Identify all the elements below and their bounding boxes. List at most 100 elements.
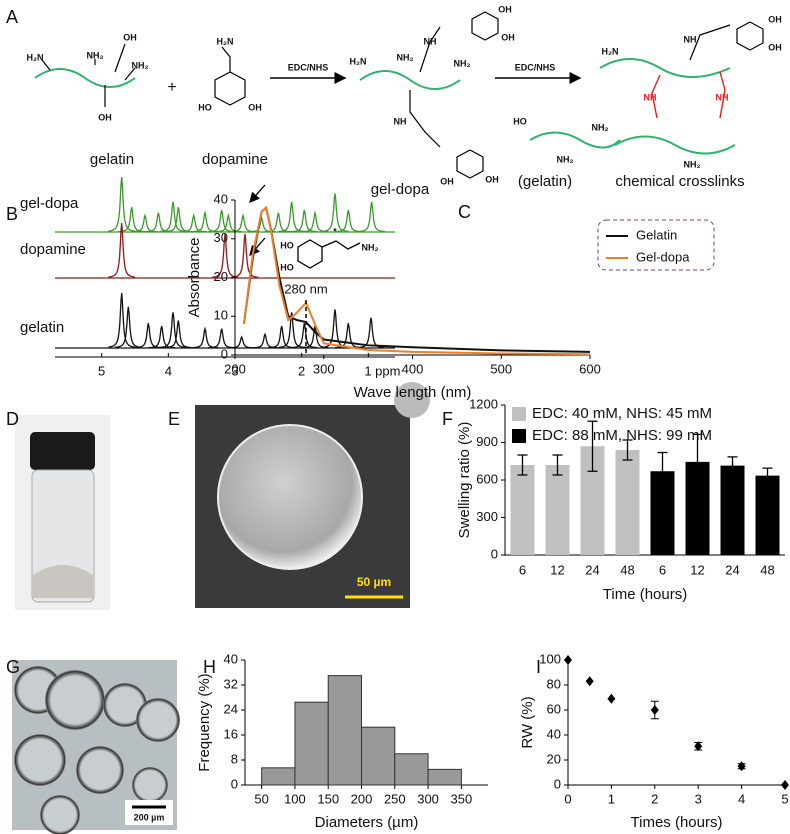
scale-label: 50 µm: [357, 575, 391, 589]
x-tick-label: 600: [579, 361, 601, 376]
atom-label: NH₂: [454, 58, 471, 68]
sem-photo: [195, 382, 430, 608]
y-tick-label: 40: [214, 191, 228, 206]
x-tick-label: 4: [165, 363, 172, 378]
atom-label: H₂N: [27, 52, 44, 62]
bar: [720, 465, 745, 555]
bar: [261, 767, 296, 786]
series-line: [242, 205, 591, 356]
panel-label: G: [6, 657, 20, 677]
x-tick-label: 5: [98, 363, 105, 378]
x-tick-label: 200: [224, 361, 246, 376]
peak: [131, 213, 159, 233]
error-bar: [587, 420, 598, 472]
y-tick-label: 600: [476, 471, 498, 486]
y-axis-label: RW (%): [519, 696, 536, 748]
peak: [108, 292, 136, 348]
error-bar: [692, 433, 703, 491]
y-tick-label: 100: [539, 651, 561, 666]
plus: +: [167, 79, 176, 96]
atom-label: NH: [394, 116, 407, 126]
y-tick-label: 1200: [469, 396, 498, 411]
peak: [265, 212, 292, 233]
error-bar: [657, 451, 668, 491]
legend-label: EDC: 40 mM, NHS: 45 mM: [532, 405, 712, 422]
x-tick-label: 6: [519, 562, 526, 577]
y-axis-label: Frequency (%): [196, 673, 213, 771]
inset-atom: NH₂: [362, 242, 379, 252]
atom-label: H₂N: [350, 56, 367, 66]
legend-box: [597, 219, 715, 271]
y-tick-label: 0: [221, 346, 228, 361]
atom-label: H₂N: [602, 46, 619, 56]
y-tick-label: 0: [491, 546, 498, 561]
peak: [278, 312, 305, 349]
atom-label: OH: [123, 32, 137, 42]
error-bar: [727, 456, 738, 476]
peak: [278, 201, 305, 233]
x-axis-label: Time (hours): [603, 586, 687, 603]
x-tick-label: 300: [313, 361, 335, 376]
x-tick-label: 2: [298, 363, 305, 378]
x-tick-label: 4: [738, 791, 745, 806]
point: [585, 676, 594, 687]
bar: [427, 768, 462, 786]
peak: [231, 233, 259, 278]
peak: [159, 312, 187, 349]
y-tick-label: 24: [224, 701, 238, 716]
x-tick-label: 0: [564, 791, 571, 806]
series-line: [242, 205, 591, 353]
peak: [135, 323, 162, 349]
peak: [108, 176, 136, 232]
x-tick-label: 400: [402, 361, 424, 376]
atom-label: NH₂: [132, 60, 149, 70]
scale-label: 200 µm: [134, 812, 165, 822]
peak: [335, 323, 362, 349]
error-bar: [517, 454, 528, 476]
y-tick-label: 80: [547, 676, 561, 691]
y-tick-label: 8: [231, 751, 238, 766]
caption: (gelatin): [518, 173, 572, 190]
bar: [394, 753, 429, 786]
x-axis-label: Times (hours): [631, 814, 723, 831]
atom-label: NH₂: [592, 122, 609, 132]
point: [781, 780, 789, 790]
point: [737, 761, 746, 772]
inset-atom: HO: [280, 262, 294, 272]
x-tick-label: 3: [695, 791, 702, 806]
atom-label: OH: [501, 32, 515, 42]
error-bar: [552, 454, 563, 476]
bar: [361, 726, 396, 786]
bar: [510, 465, 535, 555]
atom-label: NH₂: [397, 52, 414, 62]
peak: [321, 193, 349, 233]
x-axis-label: Diameters (µm): [315, 814, 419, 831]
atom-label: OH: [498, 4, 512, 14]
x-tick-label: 500: [490, 361, 512, 376]
y-axis-label: Absorbance: [186, 237, 203, 317]
y-tick-label: 16: [224, 726, 238, 741]
caption: chemical crosslinks: [615, 173, 744, 190]
panel-label: C: [458, 202, 471, 222]
y-tick-label: 20: [547, 751, 561, 766]
x-tick-label: 6: [659, 562, 666, 577]
point: [564, 655, 572, 665]
peak: [290, 209, 318, 233]
peak: [291, 323, 318, 349]
atom-label: NH: [424, 36, 437, 46]
atom-label: NH₂: [87, 50, 104, 60]
x-tick-label: 250: [384, 791, 406, 806]
point: [650, 705, 659, 715]
y-axis-label: Swelling ratio (%): [456, 422, 473, 539]
bar: [294, 701, 329, 786]
x-tick-label: 1 ppm: [364, 363, 400, 378]
error-bar: [762, 467, 773, 484]
atom-label: NH₂: [684, 159, 701, 169]
y-tick-label: 0: [231, 776, 238, 791]
y-tick-label: 40: [224, 651, 238, 666]
caption: gel-dopa: [371, 181, 430, 198]
peak: [108, 222, 136, 278]
x-tick-label: 24: [585, 562, 599, 577]
panel-label: A: [6, 7, 18, 27]
